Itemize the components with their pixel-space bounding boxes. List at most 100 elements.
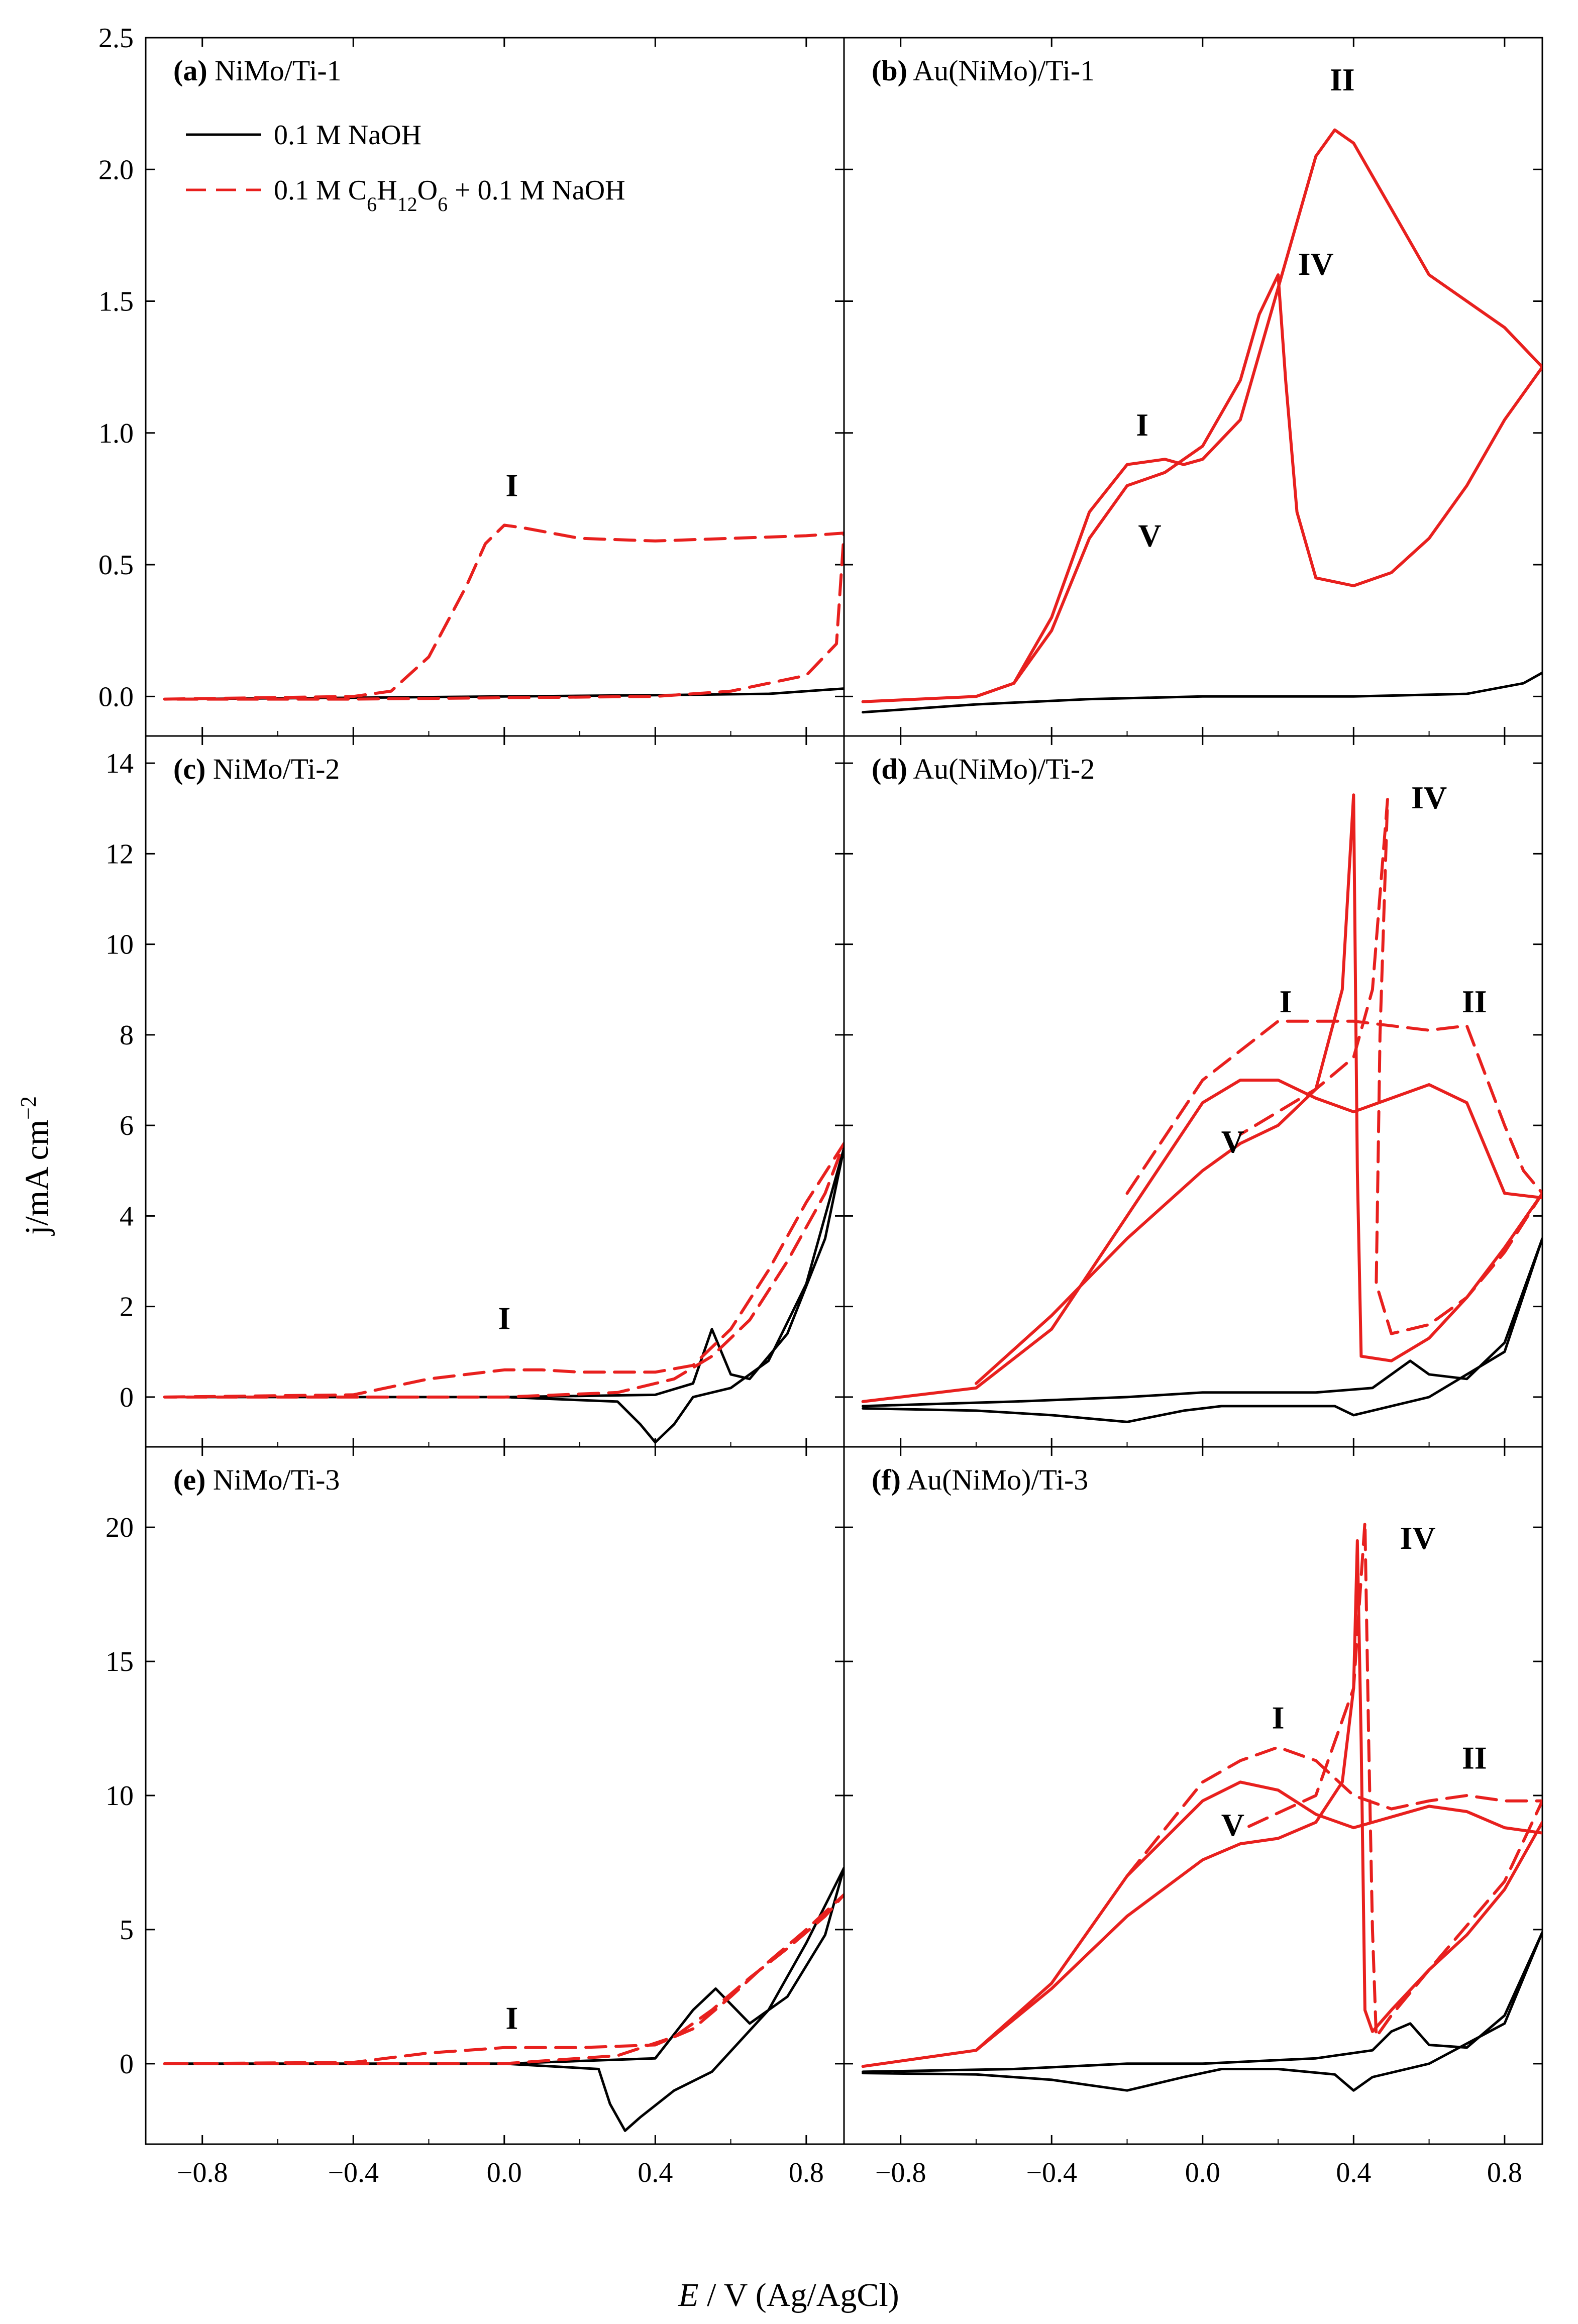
series-glucose-line xyxy=(861,1780,1542,2068)
panel-title: Au(NiMo)/Ti-2 xyxy=(907,753,1095,785)
x-tick-label: −0.4 xyxy=(328,2157,379,2188)
x-tick-label: −0.4 xyxy=(1026,2157,1077,2188)
peak-label: IV xyxy=(1298,246,1334,282)
peak-label: I xyxy=(1136,407,1148,443)
x-axis-title-rest: / V (Ag/AgCl) xyxy=(699,2277,899,2313)
panel-title: NiMo/Ti-2 xyxy=(205,753,340,785)
x-tick-label: 0.8 xyxy=(1487,2157,1522,2188)
panel-b-label: (b) Au(NiMo)/Ti-1 xyxy=(872,54,1095,87)
y-tick-label: 14 xyxy=(106,748,134,779)
peak-label: I xyxy=(505,2000,518,2036)
y-tick-label: 6 xyxy=(120,1110,134,1141)
y-axis-title-main: j/mA cm xyxy=(19,1120,55,1236)
x-tick-label: 0.4 xyxy=(1336,2157,1371,2188)
y-tick-label: 15 xyxy=(106,1646,134,1677)
series-glucose-line xyxy=(163,1142,844,1399)
legend-sub-c: 6 xyxy=(367,193,377,216)
y-tick-label: 10 xyxy=(106,1780,134,1812)
y-tick-label: 0.0 xyxy=(98,681,134,712)
x-tick-label: 0.0 xyxy=(487,2157,522,2188)
peak-label: I xyxy=(498,1301,510,1336)
series-naoh-line xyxy=(163,1146,844,1444)
panel-b-series xyxy=(861,128,1542,714)
y-tick-label: 4 xyxy=(120,1201,134,1232)
legend-part-h: H xyxy=(377,175,397,206)
y-tick-label: 10 xyxy=(106,929,134,961)
panel-title: Au(NiMo)/Ti-1 xyxy=(907,54,1095,87)
y-tick-label: 8 xyxy=(120,1020,134,1051)
x-axis-title: E / V (Ag/AgCl) xyxy=(678,2277,899,2313)
series-naoh-line xyxy=(163,1866,844,2132)
panel-a-series xyxy=(163,523,844,701)
panel-f-label: (f) Au(NiMo)/Ti-3 xyxy=(872,1463,1088,1496)
peak-label: IV xyxy=(1400,1520,1435,1556)
panel-e-series xyxy=(163,1866,844,2132)
peak-label: I xyxy=(505,468,518,503)
series-glucose-line xyxy=(1125,798,1542,1335)
panel-letter: (b) xyxy=(872,54,907,87)
series-glucose-line xyxy=(861,128,1542,703)
peak-label: V xyxy=(1138,517,1161,553)
y-tick-label: 2 xyxy=(120,1292,134,1323)
panel-letter: (f) xyxy=(872,1463,901,1496)
series-naoh-line xyxy=(862,1237,1542,1423)
series-naoh-line xyxy=(862,671,1542,714)
x-tick-label: 0.4 xyxy=(638,2157,673,2188)
panel-a: 0.0 0.5 1.0 1.5 2.0 2.5 (a) NiMo/Ti-1 I xyxy=(98,23,845,737)
legend-part-rest: + 0.1 M NaOH xyxy=(448,175,625,206)
panel-letter: (e) xyxy=(173,1463,205,1496)
panel-d-series xyxy=(861,793,1542,1423)
y-tick-label: 1.0 xyxy=(98,418,134,449)
panel-title: NiMo/Ti-1 xyxy=(207,54,342,87)
series-glucose-line xyxy=(861,1079,1542,1403)
series-glucose-line xyxy=(1125,1520,1542,2039)
panel-c-series xyxy=(163,1142,844,1444)
panel-c: 0 2 4 6 8 10 12 14 (c) NiMo/Ti-2 I xyxy=(106,735,845,1448)
panels-group: 0.0 0.5 1.0 1.5 2.0 2.5 (a) NiMo/Ti-1 I (b) Au(N… xyxy=(98,23,1543,2188)
legend-glucose-label: 0.1 M C6H12O6 + 0.1 M NaOH xyxy=(274,175,625,216)
y-tick-label: 5 xyxy=(120,1915,134,1946)
panel-c-label: (c) NiMo/Ti-2 xyxy=(173,753,340,785)
peak-label: II xyxy=(1462,1740,1487,1776)
y-tick-label: 12 xyxy=(106,838,134,870)
series-glucose-line xyxy=(163,523,844,701)
peak-label: I xyxy=(1280,984,1292,1019)
panel-letter: (d) xyxy=(872,753,907,785)
legend-part-1: 0.1 M C xyxy=(274,175,367,206)
peak-label: IV xyxy=(1411,780,1447,815)
y-tick-label: 20 xyxy=(106,1512,134,1543)
y-tick-label: 2.0 xyxy=(98,154,134,185)
panel-f-series xyxy=(861,1520,1542,2092)
panel-d-label: (d) Au(NiMo)/Ti-2 xyxy=(872,753,1095,785)
legend-sub-h: 12 xyxy=(397,193,417,216)
y-tick-label: 0 xyxy=(120,2049,134,2080)
y-axis-title: j/mA cm−2 xyxy=(16,1096,56,1236)
peak-label: II xyxy=(1330,62,1355,97)
series-glucose-line xyxy=(163,1893,844,2065)
x-axis-title-var: E xyxy=(678,2277,698,2313)
panel-title: NiMo/Ti-3 xyxy=(205,1463,340,1496)
y-tick-label: 0 xyxy=(120,1382,134,1413)
peak-label: V xyxy=(1221,1807,1244,1843)
panel-e: −0.8 −0.4 0.0 0.4 0.8 0 5 10 15 20 (e) NiMo/Ti-3 I xyxy=(106,1446,845,2188)
panel-title: Au(NiMo)/Ti-3 xyxy=(901,1463,1088,1496)
legend-sub-o: 6 xyxy=(438,193,448,216)
panel-a-label: (a) NiMo/Ti-1 xyxy=(173,54,342,87)
x-tick-label: −0.8 xyxy=(875,2157,926,2188)
series-glucose-line xyxy=(975,273,1542,698)
y-axis-title-sup: −2 xyxy=(16,1096,41,1120)
panel-letter: (a) xyxy=(173,54,207,87)
x-tick-label: −0.8 xyxy=(177,2157,228,2188)
series-naoh-line xyxy=(862,1931,1542,2092)
y-tick-label: 0.5 xyxy=(98,550,134,581)
peak-label: II xyxy=(1462,984,1487,1019)
peak-label: V xyxy=(1221,1124,1244,1159)
legend-naoh-label: 0.1 M NaOH xyxy=(274,120,422,151)
y-tick-label: 2.5 xyxy=(98,23,134,54)
legend: 0.1 M NaOH 0.1 M C6H12O6 + 0.1 M NaOH xyxy=(186,120,625,216)
y-tick-label: 1.5 xyxy=(98,286,134,318)
